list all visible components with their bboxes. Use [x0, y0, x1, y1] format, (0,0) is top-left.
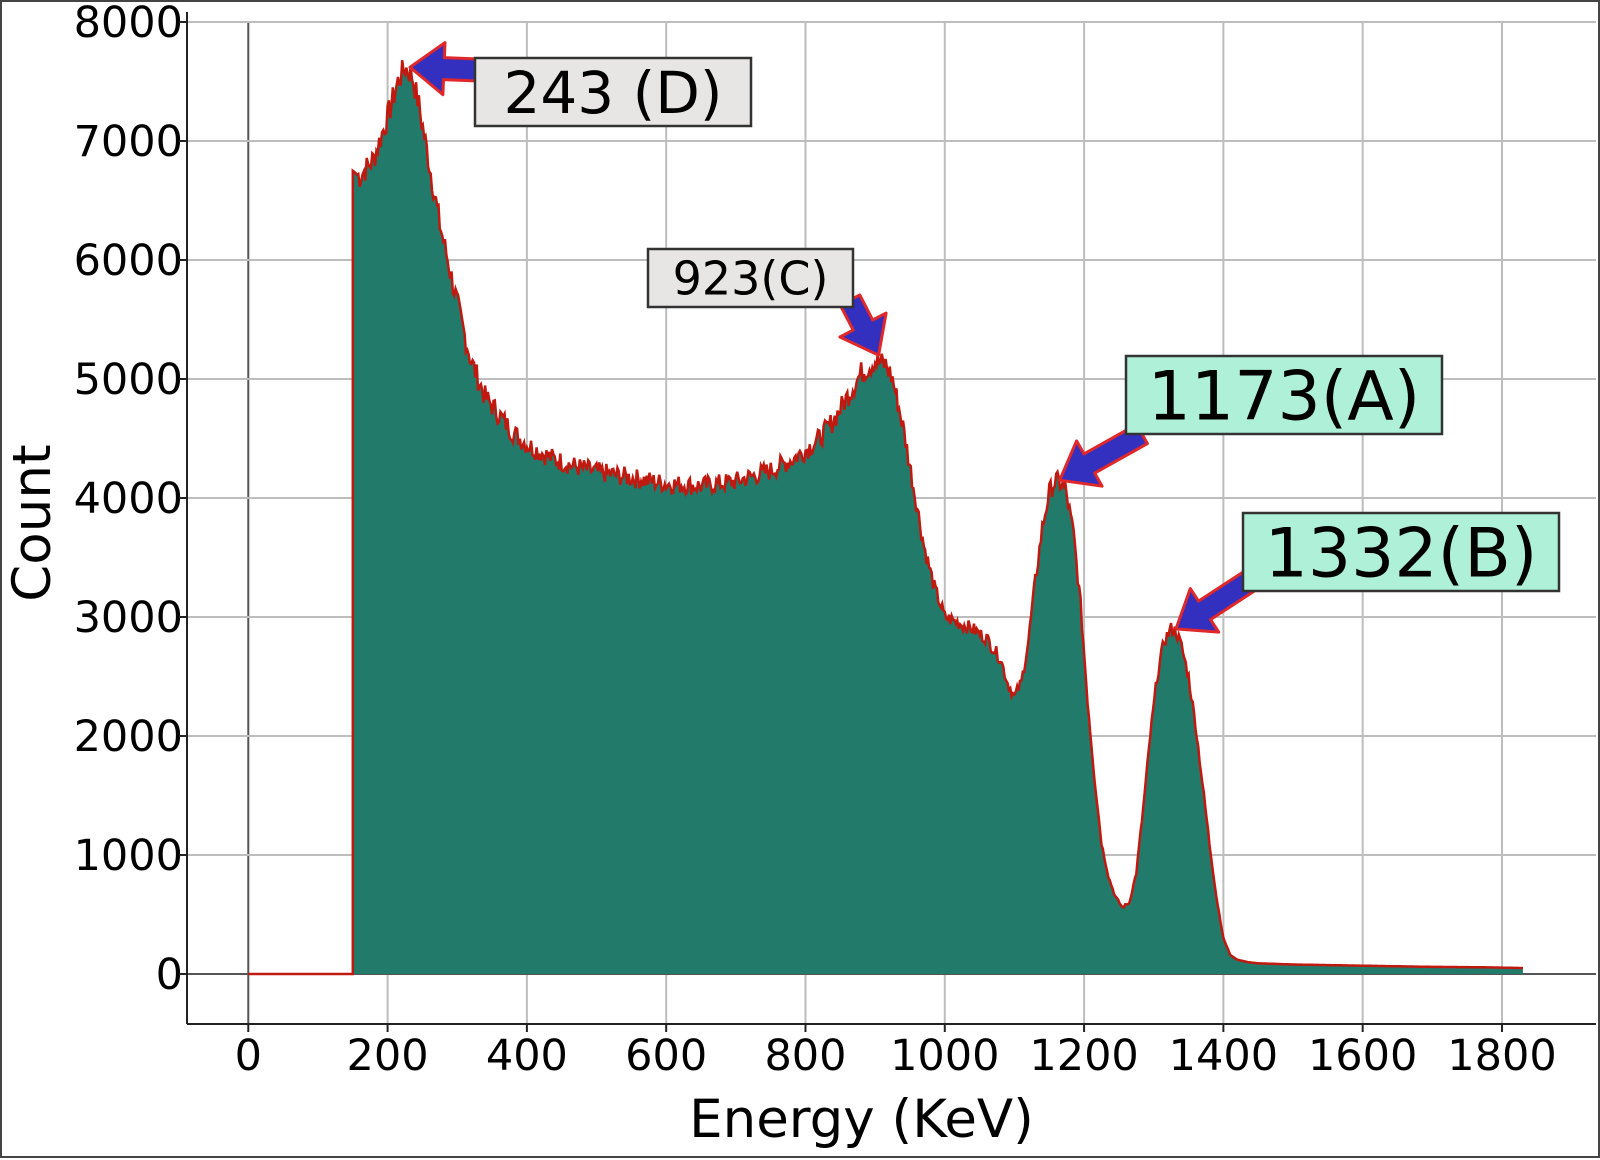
y-tick-label: 6000: [74, 236, 183, 286]
x-tick-label: 1600: [1308, 1031, 1417, 1081]
x-tick-label: 600: [625, 1031, 707, 1081]
annotation-box: [473, 56, 753, 128]
y-tick-label: 3000: [74, 593, 183, 643]
y-tick-label: 5000: [74, 355, 183, 405]
x-tick-label: 800: [764, 1031, 846, 1081]
annotation-1: 243 (D): [408, 41, 753, 128]
annotation-label: 923(C): [673, 252, 829, 306]
annotation-label: 1332(B): [1265, 514, 1538, 593]
annotation-label: 1173(A): [1148, 357, 1421, 436]
x-tick-label: 1200: [1029, 1031, 1138, 1081]
axes: 0 200 400 600 800 1000 1200 1400 1600 1800 0 1000 20…: [74, 2, 1596, 1081]
x-tick-label: 1800: [1447, 1031, 1556, 1081]
x-axis-title: Energy (KeV): [689, 1089, 1034, 1150]
x-tick-label: 200: [347, 1031, 429, 1081]
spectrum-line: [248, 60, 1523, 976]
spectrum-fill: [248, 60, 1523, 974]
annotation-3: 1173(A): [1058, 354, 1444, 488]
annotation-box: [646, 247, 855, 309]
annotation-label: 243 (D): [503, 59, 722, 127]
y-tick-label: 1000: [74, 831, 183, 881]
x-tick-label: 1000: [890, 1031, 999, 1081]
y-tick-label: 2000: [74, 712, 183, 762]
y-tick-label: 0: [156, 950, 183, 1000]
y-tick-label: 7000: [74, 117, 183, 167]
y-tick-label: 4000: [74, 474, 183, 524]
x-tick-label: 1400: [1169, 1031, 1278, 1081]
plot-area: [248, 60, 1523, 976]
y-axis-title: Count: [2, 444, 63, 601]
x-tick-label: 0: [235, 1031, 262, 1081]
y-tick-label: 8000: [74, 2, 183, 48]
annotations: 243 (D) 923(C) 1173(A) 1332(B): [408, 41, 1561, 634]
annotation-box: [1124, 354, 1444, 436]
annotation-4: 1332(B): [1174, 511, 1561, 634]
annotation-arrow: [838, 293, 888, 357]
annotation-arrow: [1058, 422, 1149, 488]
x-tick-label: 400: [486, 1031, 568, 1081]
annotation-arrow: [1174, 571, 1256, 634]
annotation-arrow: [408, 41, 480, 97]
annotation-2: 923(C): [646, 247, 888, 357]
annotation-box: [1241, 511, 1561, 593]
